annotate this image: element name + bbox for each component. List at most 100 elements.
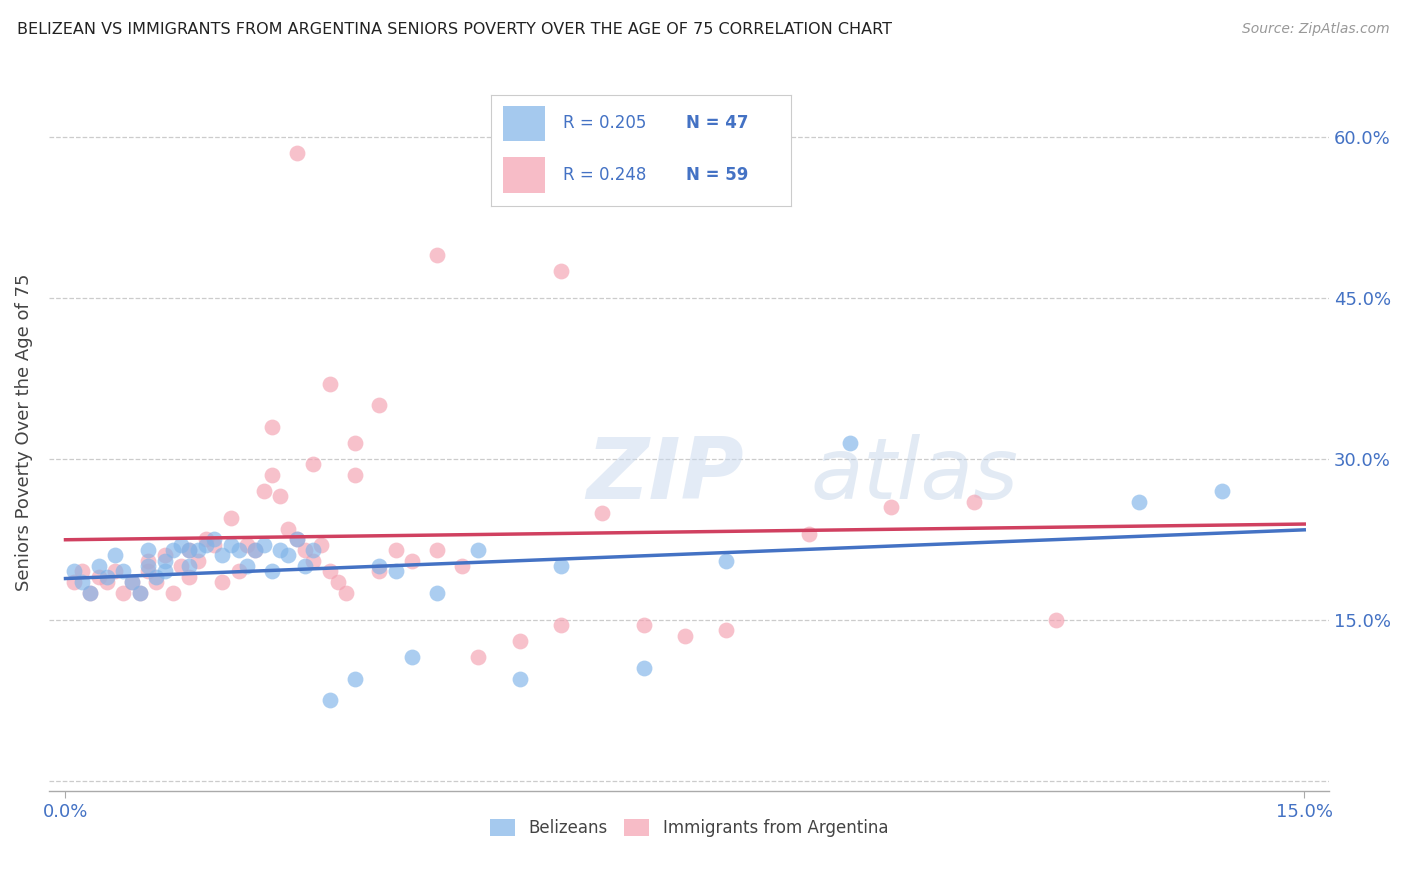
Point — [467, 650, 489, 665]
Point — [880, 500, 903, 515]
Point — [211, 575, 233, 590]
Text: BELIZEAN VS IMMIGRANTS FROM ARGENTINA SENIORS POVERTY OVER THE AGE OF 75 CORRELA: BELIZEAN VS IMMIGRANTS FROM ARGENTINA SE… — [17, 22, 891, 37]
Point — [260, 419, 283, 434]
Point — [96, 575, 118, 590]
Point — [401, 554, 423, 568]
Point — [104, 549, 127, 563]
Point — [797, 527, 820, 541]
Point — [285, 533, 308, 547]
Point — [319, 693, 342, 707]
Point — [236, 559, 259, 574]
Point — [714, 624, 737, 638]
Point — [219, 511, 242, 525]
Point — [245, 543, 267, 558]
Point — [96, 570, 118, 584]
Point — [426, 586, 449, 600]
Point — [302, 458, 325, 472]
Point — [343, 435, 366, 450]
Point — [335, 586, 357, 600]
Point — [509, 634, 531, 648]
Point — [211, 549, 233, 563]
Point — [136, 554, 159, 568]
Point — [673, 629, 696, 643]
Point — [121, 575, 143, 590]
Point — [187, 554, 209, 568]
Point — [319, 565, 342, 579]
Point — [302, 543, 325, 558]
Point — [128, 586, 150, 600]
Point — [104, 565, 127, 579]
Point — [451, 559, 474, 574]
Point — [194, 538, 217, 552]
Point — [162, 543, 184, 558]
Point — [550, 618, 572, 632]
Point — [277, 549, 299, 563]
Point — [326, 575, 349, 590]
Point — [236, 538, 259, 552]
Point — [260, 565, 283, 579]
Point — [136, 543, 159, 558]
Point — [285, 533, 308, 547]
Point — [112, 586, 135, 600]
Point — [162, 586, 184, 600]
Point — [1128, 495, 1150, 509]
Point — [550, 559, 572, 574]
Y-axis label: Seniors Poverty Over the Age of 75: Seniors Poverty Over the Age of 75 — [15, 273, 32, 591]
Point — [187, 543, 209, 558]
Point — [591, 506, 613, 520]
Point — [302, 554, 325, 568]
Point — [343, 672, 366, 686]
Point — [385, 565, 408, 579]
Point — [633, 618, 655, 632]
Point — [311, 538, 333, 552]
Point — [277, 522, 299, 536]
Point — [145, 570, 167, 584]
Point — [62, 575, 84, 590]
Point — [153, 565, 176, 579]
Text: Source: ZipAtlas.com: Source: ZipAtlas.com — [1241, 22, 1389, 37]
Point — [170, 559, 193, 574]
Point — [550, 264, 572, 278]
Text: atlas: atlas — [811, 434, 1018, 516]
Point — [368, 398, 391, 412]
Text: ZIP: ZIP — [586, 434, 744, 516]
Point — [202, 538, 225, 552]
Point — [121, 575, 143, 590]
Point — [136, 565, 159, 579]
Point — [228, 565, 250, 579]
Point — [269, 543, 291, 558]
Point — [285, 146, 308, 161]
Legend: Belizeans, Immigrants from Argentina: Belizeans, Immigrants from Argentina — [484, 813, 894, 844]
Point — [228, 543, 250, 558]
Point — [62, 565, 84, 579]
Point — [136, 559, 159, 574]
Point — [179, 543, 201, 558]
Point — [245, 543, 267, 558]
Point — [368, 559, 391, 574]
Point — [87, 559, 110, 574]
Point — [294, 543, 316, 558]
Point — [1045, 613, 1067, 627]
Point — [153, 549, 176, 563]
Point — [170, 538, 193, 552]
Point — [179, 559, 201, 574]
Point — [426, 248, 449, 262]
Point — [79, 586, 101, 600]
Point — [509, 672, 531, 686]
Point — [385, 543, 408, 558]
Point — [145, 575, 167, 590]
Point — [839, 435, 862, 450]
Point — [253, 538, 276, 552]
Point — [194, 533, 217, 547]
Point — [253, 484, 276, 499]
Point — [294, 559, 316, 574]
Point — [219, 538, 242, 552]
Point — [1211, 484, 1233, 499]
Point — [87, 570, 110, 584]
Point — [368, 565, 391, 579]
Point — [70, 575, 93, 590]
Point — [963, 495, 986, 509]
Point — [153, 554, 176, 568]
Point — [202, 533, 225, 547]
Point — [128, 586, 150, 600]
